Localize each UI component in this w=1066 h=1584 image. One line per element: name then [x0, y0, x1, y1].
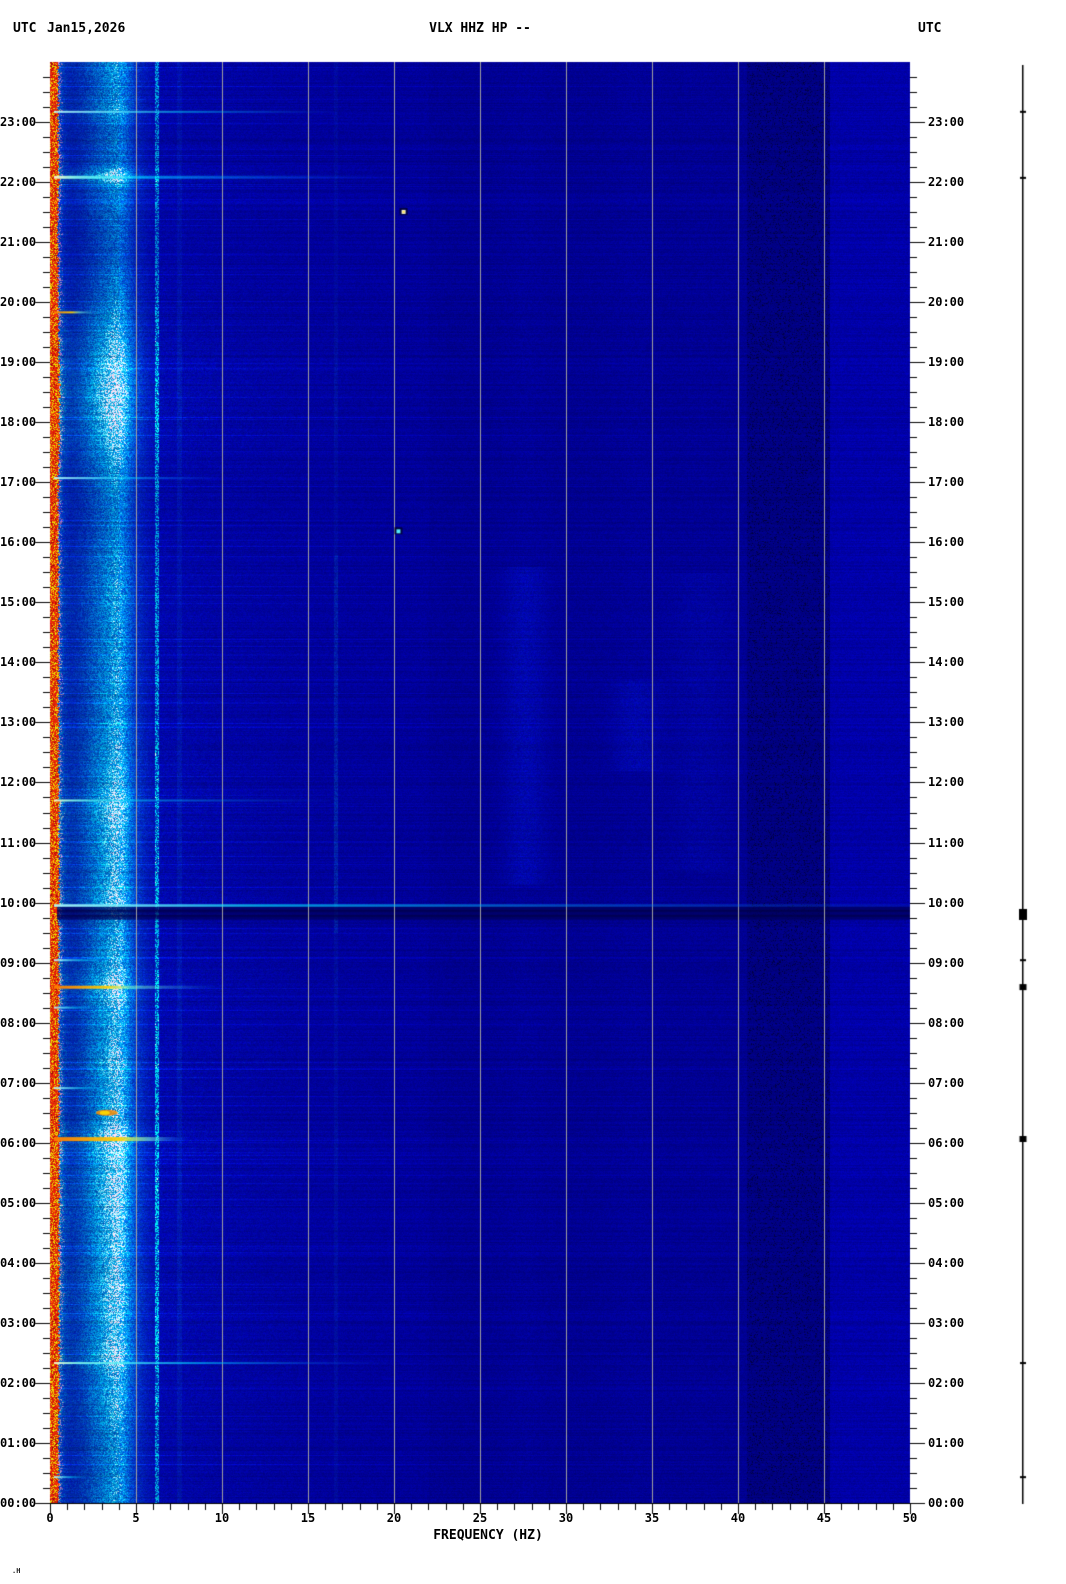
time-label-left: 23:00: [0, 115, 37, 130]
time-label-right: 23:00: [928, 115, 965, 130]
time-label-right: 13:00: [928, 715, 965, 730]
time-label-left: 08:00: [0, 1015, 37, 1030]
time-label-right: 21:00: [928, 235, 965, 250]
time-label-right: 03:00: [928, 1315, 965, 1330]
time-label-left: 21:00: [0, 235, 37, 250]
time-label-right: 20:00: [928, 295, 965, 310]
time-label-left: 06:00: [0, 1135, 37, 1150]
time-label-left: 12:00: [0, 775, 37, 790]
time-label-left: 10:00: [0, 895, 37, 910]
time-label-right: 14:00: [928, 655, 965, 670]
time-label-right: 18:00: [928, 415, 965, 430]
time-label-left: 01:00: [0, 1435, 37, 1450]
time-label-left: 11:00: [0, 835, 37, 850]
time-label-right: 11:00: [928, 835, 965, 850]
time-label-left: 17:00: [0, 475, 37, 490]
frequency-tick-label: 15: [300, 1511, 316, 1525]
time-label-right: 01:00: [928, 1435, 965, 1450]
time-label-left: 04:00: [0, 1255, 37, 1270]
time-label-right: 09:00: [928, 955, 965, 970]
footer-mark: .H: [12, 1567, 21, 1575]
time-label-left: 22:00: [0, 175, 37, 190]
timezone-label-left: UTC: [13, 21, 37, 36]
frequency-tick-label: 20: [386, 1511, 402, 1525]
time-label-right: 16:00: [928, 535, 965, 550]
time-label-left: 09:00: [0, 955, 37, 970]
frequency-tick-label: 5: [132, 1511, 140, 1525]
frequency-axis-title: FREQUENCY (HZ): [433, 1528, 543, 1543]
timezone-label-right: UTC: [918, 21, 942, 36]
frequency-tick-label: 0: [46, 1511, 54, 1525]
time-label-right: 04:00: [928, 1255, 965, 1270]
frequency-tick-label: 45: [816, 1511, 832, 1525]
time-label-right: 00:00: [928, 1495, 965, 1510]
time-label-left: 03:00: [0, 1315, 37, 1330]
frequency-tick-label: 30: [558, 1511, 574, 1525]
time-label-right: 08:00: [928, 1015, 965, 1030]
time-label-left: 02:00: [0, 1375, 37, 1390]
time-label-right: 19:00: [928, 355, 965, 370]
frequency-tick-label: 50: [902, 1511, 918, 1525]
time-label-right: 15:00: [928, 595, 965, 610]
time-label-left: 19:00: [0, 355, 37, 370]
time-label-left: 00:00: [0, 1495, 37, 1510]
time-label-left: 07:00: [0, 1075, 37, 1090]
time-label-right: 07:00: [928, 1075, 965, 1090]
time-label-left: 05:00: [0, 1195, 37, 1210]
time-label-left: 14:00: [0, 655, 37, 670]
page-title: VLX HHZ HP --: [429, 21, 531, 36]
time-label-right: 06:00: [928, 1135, 965, 1150]
time-label-left: 18:00: [0, 415, 37, 430]
time-label-left: 16:00: [0, 535, 37, 550]
time-label-right: 22:00: [928, 175, 965, 190]
time-label-right: 02:00: [928, 1375, 965, 1390]
time-label-left: 13:00: [0, 715, 37, 730]
frequency-tick-label: 35: [644, 1511, 660, 1525]
time-label-right: 05:00: [928, 1195, 965, 1210]
frequency-tick-label: 25: [472, 1511, 488, 1525]
time-label-left: 15:00: [0, 595, 37, 610]
time-label-right: 12:00: [928, 775, 965, 790]
date-label: Jan15,2026: [47, 21, 126, 36]
frequency-tick-label: 40: [730, 1511, 746, 1525]
time-label-right: 17:00: [928, 475, 965, 490]
frequency-tick-label: 10: [214, 1511, 230, 1525]
time-label-left: 20:00: [0, 295, 37, 310]
time-label-right: 10:00: [928, 895, 965, 910]
